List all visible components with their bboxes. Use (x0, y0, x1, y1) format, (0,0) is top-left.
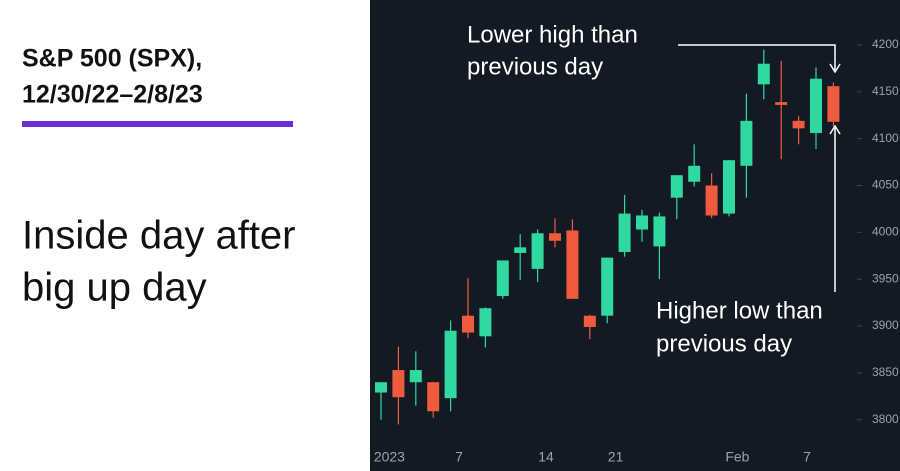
candle-body (514, 247, 527, 253)
candle-body (479, 308, 492, 337)
y-tick-label: 3850 (872, 365, 899, 379)
arrow (678, 44, 836, 70)
candle-body (549, 233, 561, 241)
y-tick-label: 4100 (872, 131, 899, 145)
left-panel (0, 0, 370, 471)
accent-bar (22, 121, 293, 127)
title-line: 12/30/22–2/8/23 (22, 81, 203, 109)
arrowhead (829, 124, 841, 135)
candle-body (705, 185, 718, 216)
y-tick-label: 4150 (872, 84, 899, 98)
candle-body (444, 330, 457, 399)
candle-body (601, 257, 614, 316)
x-tick-label: 2023 (374, 449, 405, 465)
title-line: S&P 500 (SPX), (22, 45, 202, 73)
candle-body (775, 102, 788, 105)
x-tick-label: 7 (455, 449, 463, 465)
y-tick-label: 4050 (872, 178, 899, 192)
candle-body (688, 165, 701, 182)
candle-body (583, 315, 596, 327)
candle-body (636, 215, 648, 230)
candle-body (827, 86, 840, 122)
x-tick-label: Feb (725, 449, 749, 465)
candle-body (810, 78, 822, 134)
y-tick-label: 3950 (872, 271, 899, 285)
arrowhead (829, 63, 841, 74)
candle-body (653, 216, 666, 247)
candle-body (392, 370, 405, 398)
annotation: previous day (656, 330, 792, 357)
candle-body (740, 120, 753, 166)
candle-body (531, 233, 544, 269)
y-tick-label: 4000 (872, 225, 899, 239)
annotation: Lower high than (467, 21, 638, 48)
candle-body (409, 370, 422, 383)
candle-body (618, 213, 631, 253)
annotation: previous day (467, 53, 603, 80)
y-tick-label: 4200 (872, 37, 899, 51)
candle-body (670, 175, 683, 198)
candle-body (375, 382, 387, 393)
x-tick-label: 21 (608, 449, 624, 465)
candle-body (723, 160, 735, 214)
candle-body (496, 260, 509, 297)
x-tick-label: 14 (538, 449, 554, 465)
subtitle-line: big up day (22, 266, 207, 310)
subtitle-line: Inside day after (22, 214, 296, 258)
candle-body (792, 120, 805, 129)
candle-body (757, 63, 770, 85)
y-tick-label: 3800 (872, 412, 899, 426)
annotation: Higher low than (656, 297, 823, 324)
y-tick-label: 3900 (872, 318, 899, 332)
candle-body (462, 315, 474, 333)
candle-body (566, 230, 579, 299)
plot-panel (370, 0, 900, 471)
candle-body (427, 382, 440, 412)
x-tick-label: 7 (803, 449, 811, 465)
